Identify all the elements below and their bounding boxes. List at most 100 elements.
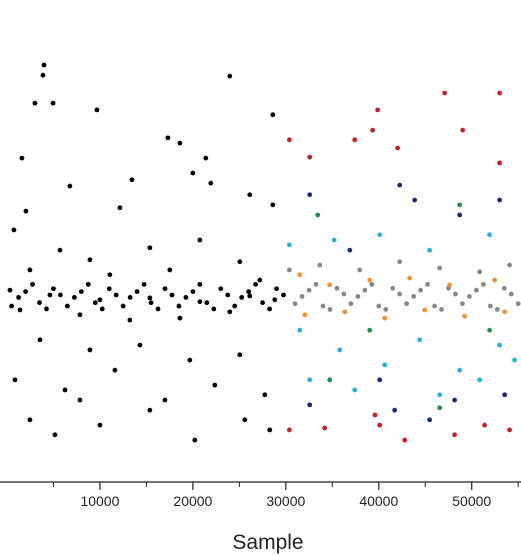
point [257,277,263,283]
point [237,352,243,358]
point [237,259,243,265]
point [176,303,182,309]
point [262,392,268,398]
point [23,289,28,295]
point [78,289,84,295]
point [44,306,49,312]
point [212,382,218,388]
point [137,342,143,348]
point [477,269,483,275]
point [437,392,443,398]
point [348,301,354,307]
point [372,412,378,418]
point [270,112,276,118]
point [467,294,472,299]
point [37,337,43,343]
point [50,100,56,106]
point [177,315,183,321]
point [19,155,25,161]
point [383,307,389,312]
point [57,247,63,253]
point [497,197,503,203]
point [357,267,363,273]
point [267,306,272,312]
point [376,303,382,309]
point [447,282,453,288]
point [187,357,193,363]
point [155,306,161,312]
point [502,309,508,315]
point [402,437,408,443]
x-axis-label: Sample [232,531,303,554]
point [47,292,53,298]
point [460,127,466,133]
point [395,145,401,151]
point [297,327,303,333]
point [148,300,154,306]
point [418,287,424,293]
point [94,107,100,113]
point [487,232,492,238]
point [27,417,33,423]
point [327,282,333,288]
point [307,154,313,160]
point [246,289,252,295]
point [452,397,458,403]
point [197,299,203,305]
point [129,177,135,183]
point [377,422,383,428]
point [377,377,383,383]
point [453,291,458,297]
point [452,432,458,438]
point [342,309,348,315]
point [232,303,238,309]
point [247,293,253,299]
point [242,417,248,423]
point [377,232,383,238]
point [165,135,171,141]
point [334,285,340,291]
point [190,289,196,295]
point [127,294,133,300]
point [457,212,463,218]
point [313,281,319,287]
point [369,281,375,287]
point [227,73,233,79]
point [141,281,147,287]
point [404,301,410,307]
point [281,292,286,298]
x-tick-label: 30000 [266,493,305,509]
point [162,286,168,292]
point [411,294,417,299]
point [427,247,433,253]
point [77,312,83,318]
point [11,227,17,233]
point [492,277,498,283]
point [502,392,508,398]
point [37,300,42,306]
point [112,367,118,373]
point [260,300,265,306]
point [286,242,292,248]
point [67,183,73,189]
point [327,307,333,312]
point [425,281,430,287]
point [497,342,503,348]
point [41,62,47,68]
point [302,312,308,318]
point [322,425,328,431]
point [337,347,343,353]
point [487,303,493,309]
point [507,427,512,433]
point [7,287,13,293]
point [85,281,91,287]
point [352,387,358,393]
point [397,259,403,265]
point [392,407,398,413]
point [208,180,214,186]
point [427,417,433,423]
point [367,277,373,283]
point [457,367,463,373]
point [320,303,326,309]
